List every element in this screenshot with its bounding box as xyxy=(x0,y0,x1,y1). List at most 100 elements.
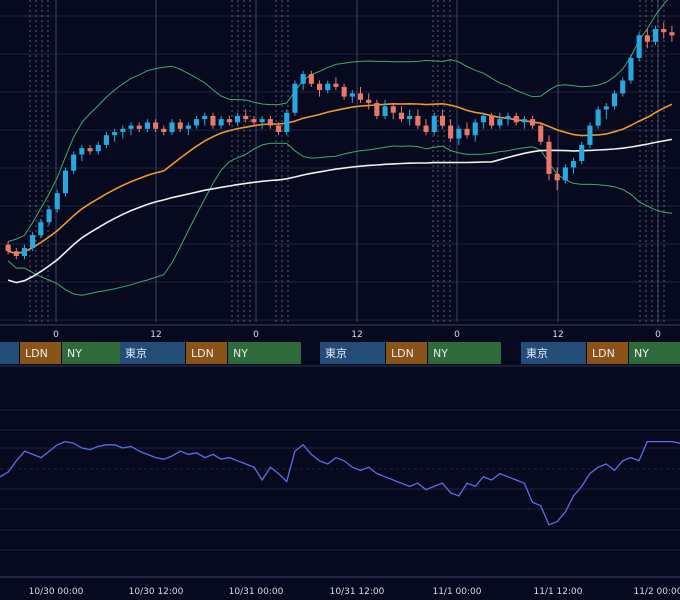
candle-body xyxy=(194,119,200,126)
candle xyxy=(259,115,265,129)
candle xyxy=(669,25,675,42)
candle xyxy=(46,206,52,226)
candle-body xyxy=(13,251,19,256)
candle-body xyxy=(521,119,527,123)
session-block xyxy=(386,342,427,364)
candle-body xyxy=(341,86,347,97)
candle-body xyxy=(644,35,650,42)
candle xyxy=(415,109,421,129)
candle-body xyxy=(357,93,363,100)
candle xyxy=(112,128,118,142)
candle-body xyxy=(423,125,429,132)
candle-body xyxy=(505,115,511,120)
candle-body xyxy=(259,119,265,123)
candle-body xyxy=(202,115,208,120)
candle xyxy=(218,115,224,129)
candle xyxy=(489,112,495,129)
session-label: LDN xyxy=(191,347,214,360)
candle-body xyxy=(562,167,568,181)
candle xyxy=(202,112,208,126)
candle xyxy=(595,106,601,129)
candle xyxy=(439,109,445,129)
candle-body xyxy=(292,83,298,113)
date-tick-label: 11/1 00:00 xyxy=(432,587,481,597)
candle-body xyxy=(390,106,396,113)
candle-body xyxy=(21,247,27,256)
session-block xyxy=(0,342,19,364)
candle xyxy=(87,144,93,155)
hour-tick-label: 0 xyxy=(454,330,460,340)
date-tick-label: 10/31 12:00 xyxy=(330,587,385,597)
hour-tick-label: 0 xyxy=(53,330,59,340)
candle-body xyxy=(669,32,675,36)
candle-body xyxy=(144,122,150,129)
candle-body xyxy=(276,125,282,132)
candle xyxy=(530,115,536,129)
candle-body xyxy=(87,148,93,152)
hour-tick-label: 12 xyxy=(150,330,161,340)
candle-body xyxy=(128,125,134,129)
date-tick-label: 10/30 12:00 xyxy=(129,587,184,597)
candle-body xyxy=(62,170,68,194)
session-bar: 東京LDNNY東京LDNNY東京LDNNY東京LDNNY xyxy=(0,342,680,364)
candle xyxy=(636,32,642,62)
candle xyxy=(144,119,150,133)
candle-body xyxy=(603,106,609,110)
candle-body xyxy=(431,115,437,132)
oscillator-pane xyxy=(0,440,680,526)
candle-body xyxy=(636,35,642,58)
candle xyxy=(513,112,519,126)
candle xyxy=(349,90,355,104)
candle-body xyxy=(415,115,421,126)
hour-tick-label: 12 xyxy=(351,330,362,340)
candle xyxy=(374,99,380,120)
session-lines xyxy=(29,0,665,322)
session-block xyxy=(629,342,680,364)
candle-body xyxy=(120,128,126,132)
candle xyxy=(333,77,339,91)
candle-body xyxy=(448,125,454,139)
candle xyxy=(38,218,44,239)
candle-body xyxy=(513,115,519,123)
candle xyxy=(292,80,298,116)
candle xyxy=(398,106,404,123)
session-label: NY xyxy=(634,347,649,360)
date-tick-label: 11/1 12:00 xyxy=(533,587,582,597)
session-block xyxy=(20,342,61,364)
candle-body xyxy=(398,112,404,120)
candle xyxy=(562,164,568,184)
candle-body xyxy=(185,125,191,129)
candle-body xyxy=(54,193,60,210)
candle-body xyxy=(661,29,667,33)
session-label: NY xyxy=(233,347,248,360)
date-tick-label: 11/2 00:00 xyxy=(633,587,680,597)
candle xyxy=(300,70,306,91)
session-block xyxy=(320,342,385,364)
candle xyxy=(251,115,257,126)
moving-averages xyxy=(7,102,673,284)
candle-body xyxy=(366,99,372,103)
candle-body xyxy=(620,80,626,94)
candle xyxy=(136,122,142,133)
session-label: 東京 xyxy=(125,346,147,360)
candle xyxy=(357,86,363,104)
session-group: 東京 LDN NY xyxy=(120,342,301,364)
session-label: NY xyxy=(433,347,448,360)
candle-body xyxy=(177,122,183,129)
candle-body xyxy=(653,29,659,42)
candle-body xyxy=(153,122,159,129)
hour-tick-label: 12 xyxy=(552,330,563,340)
candle xyxy=(456,125,462,145)
candle-body xyxy=(579,144,585,161)
candle xyxy=(653,25,659,46)
candle-body xyxy=(349,93,355,97)
candle-body xyxy=(5,244,11,252)
candle-body xyxy=(169,122,175,133)
date-tick-label: 10/31 00:00 xyxy=(229,587,284,597)
candle-body xyxy=(235,115,241,123)
candle xyxy=(30,231,36,252)
